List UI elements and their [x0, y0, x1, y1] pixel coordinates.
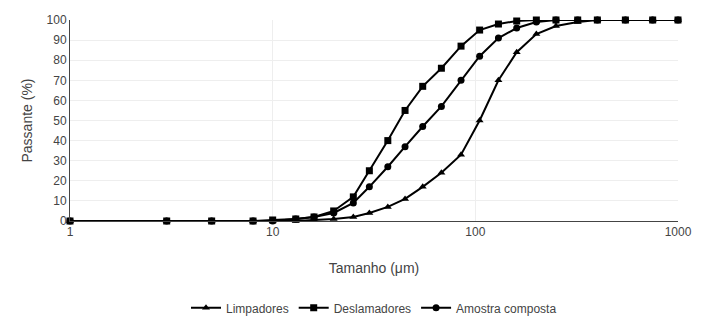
svg-text:40: 40 [53, 134, 67, 148]
svg-text:70: 70 [53, 74, 67, 88]
svg-text:Passante (%): Passante (%) [19, 78, 35, 162]
svg-text:Limpadores: Limpadores [226, 302, 289, 316]
svg-text:10: 10 [53, 194, 67, 208]
svg-text:50: 50 [53, 114, 67, 128]
svg-text:30: 30 [53, 154, 67, 168]
svg-text:Tamanho (μm): Tamanho (μm) [329, 260, 420, 276]
svg-text:100: 100 [47, 13, 67, 27]
svg-text:100: 100 [465, 225, 485, 239]
svg-text:Amostra composta: Amostra composta [456, 302, 556, 316]
svg-text:Deslamadores: Deslamadores [334, 302, 411, 316]
svg-text:1000: 1000 [665, 225, 692, 239]
svg-text:0: 0 [60, 214, 67, 228]
svg-text:90: 90 [53, 33, 67, 47]
svg-text:10: 10 [266, 225, 280, 239]
svg-text:20: 20 [53, 174, 67, 188]
svg-text:60: 60 [53, 94, 67, 108]
svg-text:80: 80 [53, 53, 67, 67]
svg-text:1: 1 [67, 225, 74, 239]
